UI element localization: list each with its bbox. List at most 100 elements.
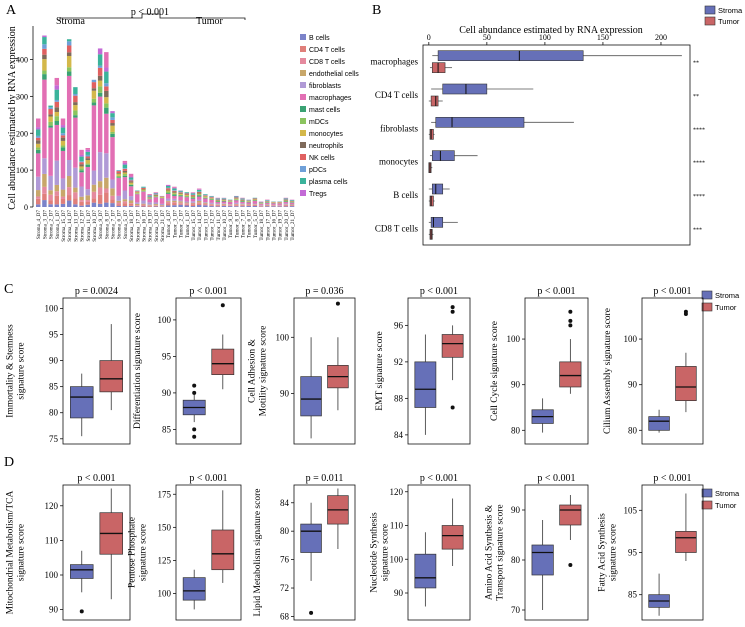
panel-a-x-tick-label: Tumor_14_D7 (197, 210, 203, 241)
panel-a-bar-segment (246, 202, 251, 205)
panel-a-bar-segment (104, 67, 109, 72)
panel-a-bar-segment (128, 176, 134, 178)
panel-a-bar-segment (215, 205, 220, 207)
panel-a-pvalue: p < 0.001 (131, 7, 169, 18)
panel-a-bar-segment (128, 182, 134, 185)
panel-a-bar-segment (178, 192, 183, 193)
panel-a-bar-segment (36, 137, 41, 141)
panel-a-bar-segment (147, 195, 152, 197)
panel-a-bar-segment (234, 204, 239, 206)
panel-a-bar-segment (178, 192, 183, 194)
panel-b-frame (422, 44, 691, 246)
panel-a-bar-segment (73, 102, 78, 106)
boxplot-y-tick-label: 90 (280, 388, 290, 398)
panel-a-bar-segment (135, 202, 140, 204)
panel-label-a: A (6, 3, 17, 18)
panel-a-bar-segment (184, 202, 190, 204)
panel-a-bar-segment (141, 191, 146, 201)
panel-a-bar-segment (54, 195, 60, 205)
panel-b-category-label: monocytes (379, 157, 418, 167)
panel-a-x-tick-label: Stroma_1_D7 (55, 210, 61, 240)
panel-b-x-tick-label: 200 (655, 33, 667, 42)
panel-a-bar-segment (104, 71, 109, 84)
panel-a-bar-segment (147, 199, 152, 203)
panel-a-bar-segment (215, 201, 220, 204)
panel-b-box-stroma (442, 83, 488, 95)
panel-a-bar-segment (54, 89, 60, 100)
panel-b-category-label: fibroblasts (380, 123, 418, 133)
boxplot-y-axis-label: Transport signature score (496, 504, 506, 600)
boxplot-outlier (568, 309, 573, 314)
panel-a-bar-segment (221, 198, 227, 199)
panel-a-bar-segment (178, 194, 183, 196)
panel-a-bar-segment (104, 103, 109, 108)
panel-a-x-tick-label: Tumor_17_D7 (265, 210, 271, 241)
panel-a-bar-segment (116, 171, 121, 174)
boxplot-y-axis-label: Amino Acid Synthesis & (485, 504, 495, 600)
panel-a-bar-segment (240, 205, 245, 207)
panel-a-bar-segment (60, 189, 66, 197)
panel-a-legend-label-12: plasma cells (309, 179, 348, 186)
boxplot-y-axis-label: Nucleotide Synthesis (370, 512, 380, 593)
panel-a-bar-segment (48, 108, 53, 115)
panel-a-bar-segment (73, 117, 78, 168)
panel-a-bar-segment (234, 197, 239, 199)
legend-d-tumor-label: Tumor (715, 501, 737, 510)
panel-a-x-tick-label: Tumor_9_D7 (228, 210, 234, 238)
panel-a-bar-segment (60, 137, 66, 141)
panel-a-bar-segment (209, 196, 214, 197)
boxplot-box-tumor (675, 531, 697, 553)
panel-a-bar-segment (85, 163, 90, 165)
panel-a-bar-segment (190, 192, 196, 194)
panel-a-bar-segment (42, 74, 47, 80)
panel-a-bar-segment (227, 205, 233, 206)
panel-a-bar-segment (42, 186, 47, 194)
panel-a-bar-segment (209, 198, 214, 199)
panel-a-bar-segment (221, 203, 227, 205)
panel-a-bar-segment (265, 204, 270, 206)
panel-a-bar-segment (66, 41, 72, 46)
boxplot-outlier (450, 405, 455, 410)
panel-a-y-tick-label: 0 (24, 203, 28, 212)
boxplot-pvalue: p < 0.001 (537, 473, 575, 484)
panel-a-bar-segment (147, 204, 152, 206)
panel-a-bar-segment (141, 203, 146, 205)
panel-a-bar-segment (42, 158, 47, 174)
panel-a-bar-segment (240, 201, 245, 202)
boxplot-y-tick-label: 100 (390, 554, 404, 564)
panel-a-bar-segment (135, 205, 140, 207)
legend-panel-b: Stroma Tumor (704, 5, 743, 26)
panel-a-bar-segment (42, 173, 47, 187)
panel-a-x-tick-label: Tumor_10_D7 (222, 210, 228, 241)
panel-a-bar-segment (122, 199, 128, 202)
panel-a-bar-segment (283, 200, 289, 202)
boxplot-y-tick-label: 105 (624, 505, 638, 515)
panel-a-bar-segment (48, 175, 53, 191)
panel-a-bar-segment (36, 190, 41, 197)
panel-a-bar-segment (66, 187, 72, 196)
panel-a-bar-segment (73, 95, 78, 103)
panel-a-bar-segment (60, 125, 66, 128)
panel-a-bar-segment (116, 173, 121, 176)
panel-a-x-tick-label: Stroma_20_D7 (154, 210, 160, 242)
panel-b-significance: ** (693, 61, 699, 67)
boxplot-D5: 70 80 90 p < 0.001 Amino Acid Synthesis & Tra… (485, 473, 589, 621)
panel-a-bar-segment (91, 198, 97, 203)
panel-a-bar-segment (271, 206, 276, 207)
panel-a-group-tumor: Tumor (196, 16, 224, 27)
panel-a-bar-segment (36, 196, 41, 199)
panel-a-bar-segment (128, 180, 134, 182)
panel-a-bar-segment (203, 194, 208, 196)
panel-a-x-tick-label: Tumor_4_D7 (166, 210, 172, 238)
panel-a-bar-segment (116, 204, 121, 206)
panel-a-bar-segment (135, 203, 140, 206)
panel-a-bar-segment (73, 167, 78, 188)
boxplot-box-stroma (300, 523, 322, 553)
panel-a-legend-label-10: NK cells (309, 155, 335, 162)
panel-a-bar-segment (54, 99, 60, 102)
panel-a-bar-segment (85, 204, 90, 207)
panel-a-bar-segment (153, 196, 159, 198)
panel-a-legend-label-8: monocytes (309, 131, 343, 138)
panel-a-bar-segment (79, 168, 84, 171)
panel-a-bar-segment (283, 206, 289, 207)
